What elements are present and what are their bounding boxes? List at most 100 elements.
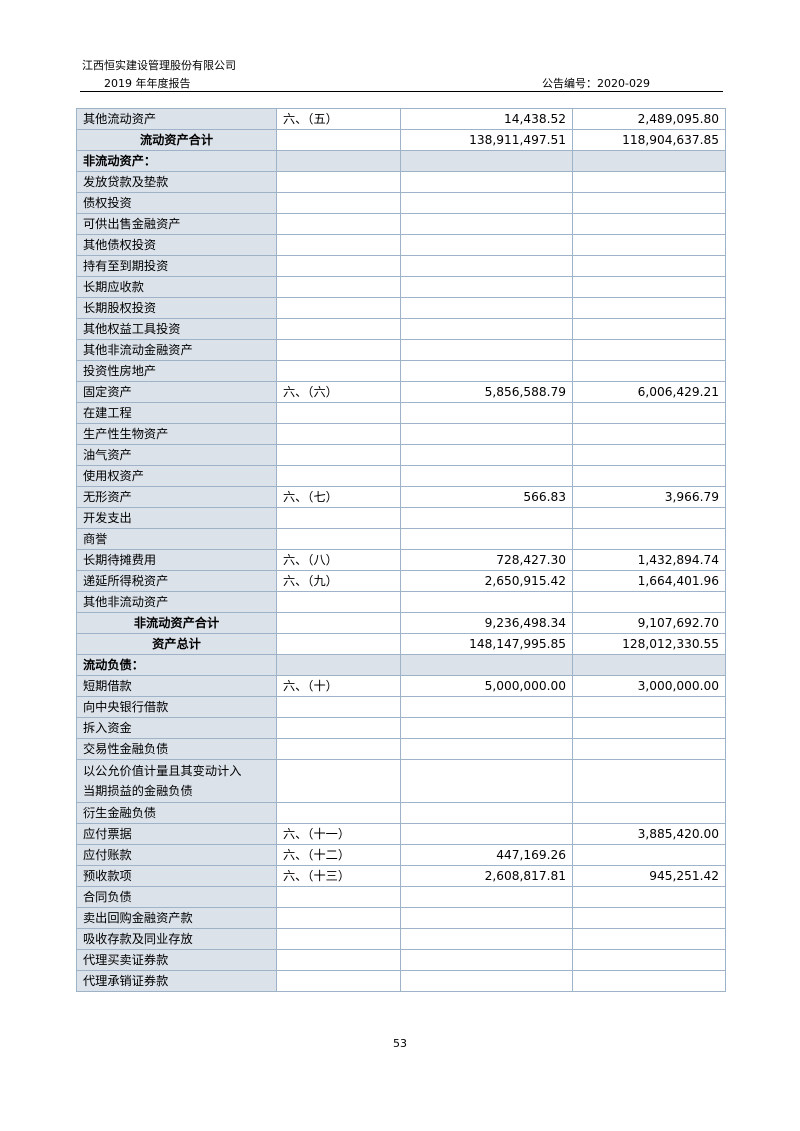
row-current-amount xyxy=(400,696,573,718)
row-label: 代理买卖证券款 xyxy=(76,949,277,971)
row-prior-amount: 6,006,429.21 xyxy=(572,381,726,403)
row-prior-amount xyxy=(572,171,726,193)
row-prior-amount xyxy=(572,318,726,340)
row-note xyxy=(276,886,401,908)
row-label: 衍生金融负债 xyxy=(76,802,277,824)
row-note xyxy=(276,171,401,193)
row-current-amount xyxy=(400,823,573,845)
row-prior-amount: 9,107,692.70 xyxy=(572,612,726,634)
row-label: 合同负债 xyxy=(76,886,277,908)
row-note: 六、（五） xyxy=(276,108,401,130)
row-note: 六、（九） xyxy=(276,570,401,592)
row-label: 吸收存款及同业存放 xyxy=(76,928,277,950)
row-note xyxy=(276,928,401,950)
row-current-amount xyxy=(400,192,573,214)
table-row: 发放贷款及垫款 xyxy=(76,171,726,193)
row-current-amount xyxy=(400,802,573,824)
table-row: 其他权益工具投资 xyxy=(76,318,726,340)
row-prior-amount: 2,489,095.80 xyxy=(572,108,726,130)
table-row: 衍生金融负债 xyxy=(76,802,726,824)
row-current-amount: 14,438.52 xyxy=(400,108,573,130)
row-current-amount: 566.83 xyxy=(400,486,573,508)
row-current-amount xyxy=(400,276,573,298)
balance-sheet-body: 其他流动资产 六、（五） 14,438.52 2,489,095.80 流动资产合计 13… xyxy=(76,108,726,992)
row-note xyxy=(276,360,401,382)
row-label: 其他非流动资产 xyxy=(76,591,277,613)
table-row: 卖出回购金融资产款 xyxy=(76,907,726,929)
row-note xyxy=(276,759,401,803)
row-prior-amount xyxy=(572,255,726,277)
table-row: 流动资产合计 138,911,497.51 118,904,637.85 xyxy=(76,129,726,151)
row-current-amount: 5,000,000.00 xyxy=(400,675,573,697)
row-current-amount xyxy=(400,297,573,319)
row-label: 其他权益工具投资 xyxy=(76,318,277,340)
row-current-amount xyxy=(400,444,573,466)
table-row: 固定资产 六、（六） 5,856,588.79 6,006,429.21 xyxy=(76,381,726,403)
row-label: 开发支出 xyxy=(76,507,277,529)
row-note xyxy=(276,150,401,172)
row-current-amount xyxy=(400,738,573,760)
row-note xyxy=(276,276,401,298)
row-label: 长期股权投资 xyxy=(76,297,277,319)
row-prior-amount xyxy=(572,465,726,487)
row-prior-amount xyxy=(572,759,726,803)
table-row: 债权投资 xyxy=(76,192,726,214)
row-current-amount: 447,169.26 xyxy=(400,844,573,866)
row-current-amount xyxy=(400,949,573,971)
row-label: 在建工程 xyxy=(76,402,277,424)
row-label: 预收款项 xyxy=(76,865,277,887)
row-label: 短期借款 xyxy=(76,675,277,697)
table-row: 流动负债： xyxy=(76,654,726,676)
row-current-amount xyxy=(400,759,573,803)
row-prior-amount xyxy=(572,907,726,929)
row-note xyxy=(276,297,401,319)
row-current-amount xyxy=(400,886,573,908)
row-label: 交易性金融负债 xyxy=(76,738,277,760)
row-prior-amount xyxy=(572,213,726,235)
row-label: 应付账款 xyxy=(76,844,277,866)
row-note xyxy=(276,213,401,235)
row-note xyxy=(276,949,401,971)
row-prior-amount: 3,966.79 xyxy=(572,486,726,508)
row-label: 固定资产 xyxy=(76,381,277,403)
row-prior-amount: 128,012,330.55 xyxy=(572,633,726,655)
row-note xyxy=(276,654,401,676)
row-note xyxy=(276,423,401,445)
row-prior-amount xyxy=(572,444,726,466)
row-current-amount xyxy=(400,360,573,382)
row-current-amount: 148,147,995.85 xyxy=(400,633,573,655)
row-label: 向中央银行借款 xyxy=(76,696,277,718)
row-label: 卖出回购金融资产款 xyxy=(76,907,277,929)
row-label: 以公允价值计量且其变动计入 当期损益的金融负债 xyxy=(76,759,277,803)
table-row: 吸收存款及同业存放 xyxy=(76,928,726,950)
row-label: 其他流动资产 xyxy=(76,108,277,130)
row-note xyxy=(276,907,401,929)
row-current-amount: 728,427.30 xyxy=(400,549,573,571)
row-note xyxy=(276,234,401,256)
row-label: 发放贷款及垫款 xyxy=(76,171,277,193)
row-label: 流动负债： xyxy=(76,654,277,676)
row-label: 可供出售金融资产 xyxy=(76,213,277,235)
row-label: 债权投资 xyxy=(76,192,277,214)
row-note xyxy=(276,402,401,424)
row-note xyxy=(276,528,401,550)
row-prior-amount xyxy=(572,844,726,866)
row-prior-amount xyxy=(572,717,726,739)
row-note: 六、（十三） xyxy=(276,865,401,887)
row-prior-amount: 3,000,000.00 xyxy=(572,675,726,697)
row-current-amount xyxy=(400,717,573,739)
table-row: 预收款项 六、（十三） 2,608,817.81 945,251.42 xyxy=(76,865,726,887)
row-current-amount xyxy=(400,591,573,613)
row-current-amount xyxy=(400,150,573,172)
table-row: 在建工程 xyxy=(76,402,726,424)
row-current-amount: 138,911,497.51 xyxy=(400,129,573,151)
row-prior-amount xyxy=(572,339,726,361)
row-prior-amount xyxy=(572,970,726,992)
table-row: 生产性生物资产 xyxy=(76,423,726,445)
row-prior-amount xyxy=(572,928,726,950)
row-note xyxy=(276,255,401,277)
row-current-amount xyxy=(400,318,573,340)
table-row: 使用权资产 xyxy=(76,465,726,487)
row-note xyxy=(276,717,401,739)
row-prior-amount: 118,904,637.85 xyxy=(572,129,726,151)
